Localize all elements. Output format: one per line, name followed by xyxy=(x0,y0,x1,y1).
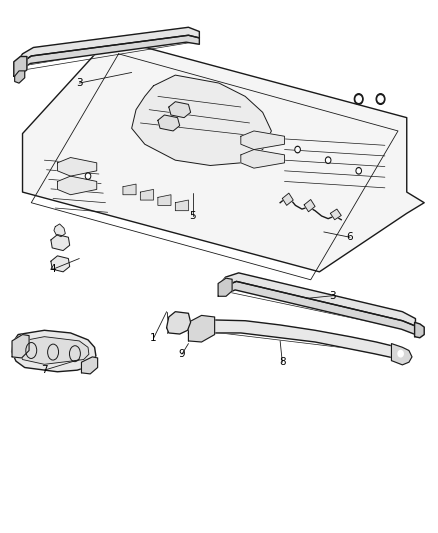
Polygon shape xyxy=(188,316,215,342)
Circle shape xyxy=(354,94,363,104)
Text: 8: 8 xyxy=(279,357,286,367)
Polygon shape xyxy=(81,357,98,374)
Polygon shape xyxy=(241,131,285,150)
Polygon shape xyxy=(14,56,27,76)
Polygon shape xyxy=(51,256,70,272)
Circle shape xyxy=(87,362,94,370)
Polygon shape xyxy=(175,200,188,211)
Circle shape xyxy=(378,96,383,102)
Circle shape xyxy=(396,349,405,359)
Polygon shape xyxy=(12,335,29,358)
Polygon shape xyxy=(169,102,191,118)
Text: 1: 1 xyxy=(150,333,157,343)
Polygon shape xyxy=(12,330,96,372)
Text: 9: 9 xyxy=(179,349,185,359)
Circle shape xyxy=(295,147,300,153)
Circle shape xyxy=(325,157,331,164)
Circle shape xyxy=(356,96,361,102)
Polygon shape xyxy=(241,150,285,168)
Polygon shape xyxy=(166,312,191,334)
Circle shape xyxy=(327,158,330,162)
Text: 4: 4 xyxy=(50,264,57,274)
Polygon shape xyxy=(57,158,97,176)
Polygon shape xyxy=(219,281,416,335)
Polygon shape xyxy=(22,38,424,272)
Polygon shape xyxy=(16,27,199,63)
Polygon shape xyxy=(392,344,412,365)
Polygon shape xyxy=(51,235,70,251)
Polygon shape xyxy=(16,35,199,75)
Circle shape xyxy=(296,148,299,151)
Polygon shape xyxy=(330,209,341,220)
Circle shape xyxy=(356,167,361,174)
Circle shape xyxy=(179,318,181,321)
Polygon shape xyxy=(158,115,180,131)
Circle shape xyxy=(86,174,90,178)
Polygon shape xyxy=(158,195,171,205)
Polygon shape xyxy=(283,193,293,205)
Polygon shape xyxy=(19,337,89,365)
Text: 5: 5 xyxy=(190,211,196,221)
Circle shape xyxy=(88,364,92,369)
Polygon shape xyxy=(415,322,424,338)
Circle shape xyxy=(398,351,403,357)
Circle shape xyxy=(14,342,21,351)
Polygon shape xyxy=(188,320,403,360)
Circle shape xyxy=(376,94,385,104)
Text: 6: 6 xyxy=(346,232,353,243)
Polygon shape xyxy=(54,224,65,237)
Circle shape xyxy=(183,322,185,325)
Circle shape xyxy=(171,319,175,323)
Circle shape xyxy=(178,318,181,322)
Polygon shape xyxy=(219,273,416,326)
Polygon shape xyxy=(14,71,25,83)
Text: 3: 3 xyxy=(329,290,336,301)
Circle shape xyxy=(182,321,186,326)
Circle shape xyxy=(85,173,91,179)
Circle shape xyxy=(172,319,174,322)
Polygon shape xyxy=(304,199,315,212)
Text: 3: 3 xyxy=(76,78,83,88)
Polygon shape xyxy=(123,184,136,195)
Circle shape xyxy=(16,344,20,349)
Text: 7: 7 xyxy=(41,365,48,375)
Polygon shape xyxy=(57,176,97,195)
Polygon shape xyxy=(141,189,153,200)
Circle shape xyxy=(357,169,360,173)
Polygon shape xyxy=(132,75,272,165)
Polygon shape xyxy=(218,278,232,296)
